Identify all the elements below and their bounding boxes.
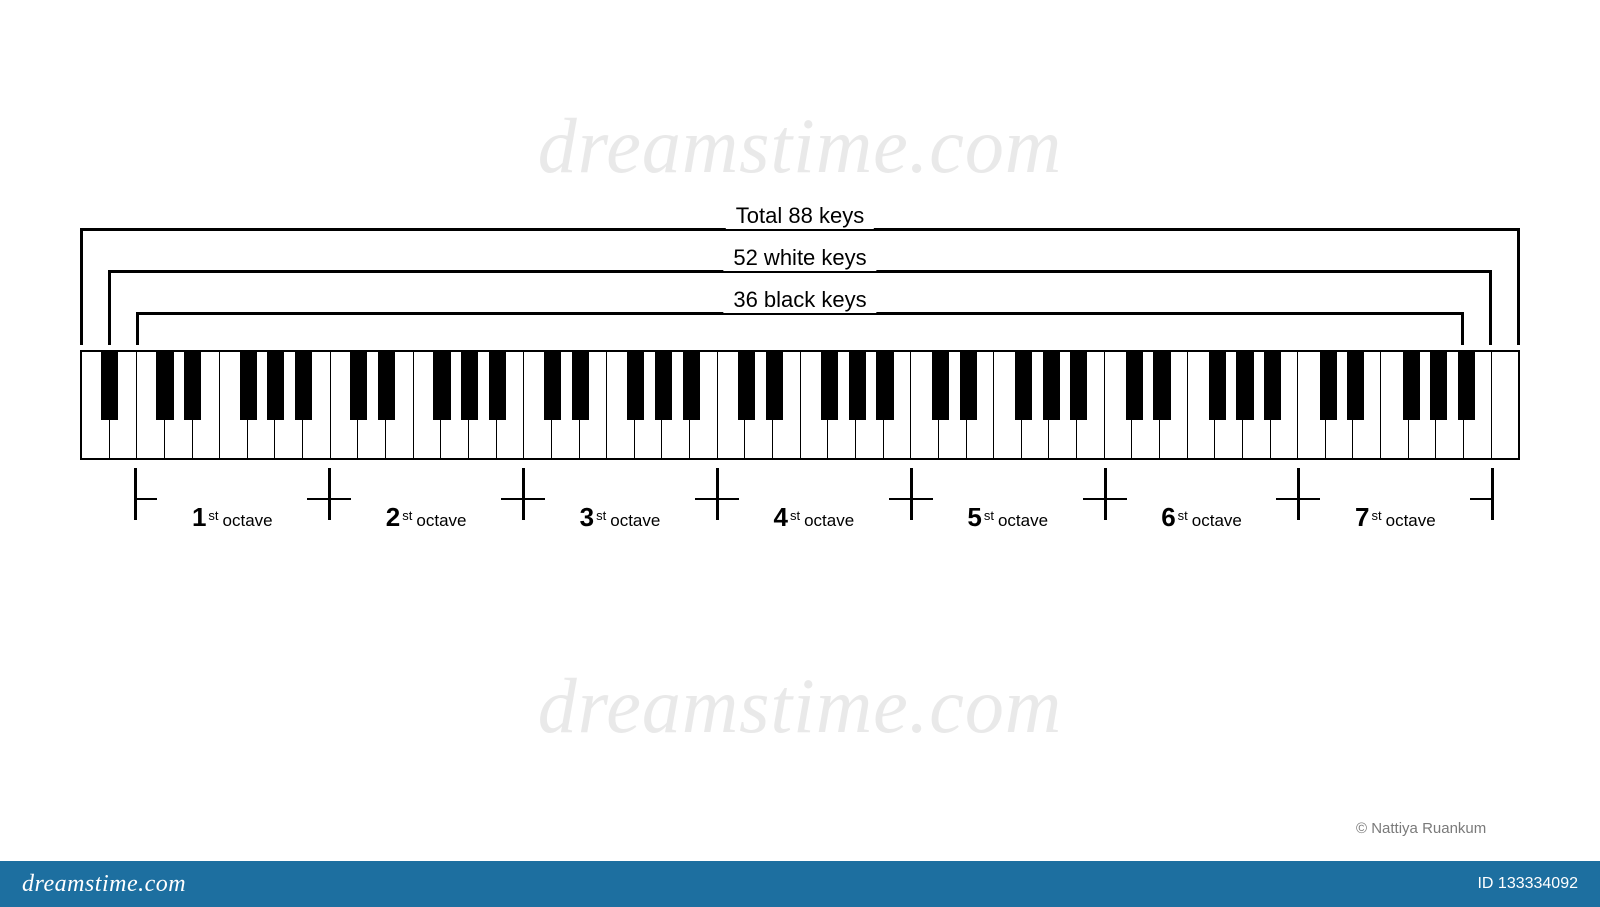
octave-tick <box>716 468 719 520</box>
bracket-label: 36 black keys <box>723 287 876 313</box>
octave-baseline <box>135 498 157 500</box>
octave-baseline <box>1276 498 1298 500</box>
black-key <box>1320 352 1337 420</box>
black-key <box>876 352 893 420</box>
black-key <box>821 352 838 420</box>
bracket-leg <box>1489 270 1492 345</box>
octave-tick <box>1104 468 1107 520</box>
octave-label: 2stoctave <box>386 502 467 533</box>
octave-baseline <box>717 498 739 500</box>
black-key <box>350 352 367 420</box>
octave-baseline <box>911 498 933 500</box>
octave-tick <box>134 468 137 520</box>
bracket-leg <box>1461 312 1464 345</box>
black-key <box>1209 352 1226 420</box>
black-key <box>932 352 949 420</box>
black-key <box>101 352 118 420</box>
octave-label: 6stoctave <box>1161 502 1242 533</box>
octave-baseline <box>1083 498 1105 500</box>
black-key <box>1264 352 1281 420</box>
octave-tick <box>522 468 525 520</box>
octave-baseline <box>307 498 329 500</box>
octave-tick <box>1491 468 1494 520</box>
octave-tick <box>328 468 331 520</box>
attribution-text: © Nattiya Ruankum <box>1356 820 1486 837</box>
black-key <box>433 352 450 420</box>
black-key <box>1153 352 1170 420</box>
watermark-text: dreamstime.com <box>0 661 1600 751</box>
black-key <box>1236 352 1253 420</box>
watermark-text: dreamstime.com <box>0 101 1600 191</box>
octave-label: 3stoctave <box>580 502 661 533</box>
black-key <box>489 352 506 420</box>
bracket-leg <box>80 228 83 345</box>
bracket-label: Total 88 keys <box>726 203 874 229</box>
black-key <box>849 352 866 420</box>
black-key <box>1015 352 1032 420</box>
black-key <box>572 352 589 420</box>
black-key <box>295 352 312 420</box>
piano-keyboard <box>80 350 1520 460</box>
bracket-leg <box>108 270 111 345</box>
black-key <box>1430 352 1447 420</box>
octave-baseline <box>1470 498 1492 500</box>
octave-baseline <box>1105 498 1127 500</box>
white-key <box>1492 352 1519 458</box>
octave-label: 7stoctave <box>1355 502 1436 533</box>
black-key <box>738 352 755 420</box>
bracket-label: 52 white keys <box>723 245 876 271</box>
black-key <box>1458 352 1475 420</box>
octave-tick <box>1297 468 1300 520</box>
black-key <box>627 352 644 420</box>
stage: { "canvas": { "width": 1600, "height": 9… <box>0 0 1600 907</box>
black-key <box>267 352 284 420</box>
octave-label: 4stoctave <box>774 502 855 533</box>
black-key <box>683 352 700 420</box>
black-key <box>461 352 478 420</box>
footer-brand: dreamstime.com <box>22 871 186 898</box>
black-key <box>378 352 395 420</box>
octave-baseline <box>501 498 523 500</box>
black-key <box>1347 352 1364 420</box>
octave-baseline <box>329 498 351 500</box>
octave-tick <box>910 468 913 520</box>
octave-baseline <box>1298 498 1320 500</box>
black-key <box>766 352 783 420</box>
black-key <box>184 352 201 420</box>
black-key <box>1403 352 1420 420</box>
black-key <box>156 352 173 420</box>
black-key <box>960 352 977 420</box>
footer-bar: dreamstime.com ID 133334092 <box>0 861 1600 907</box>
octave-label: 1stoctave <box>192 502 273 533</box>
octave-baseline <box>889 498 911 500</box>
black-key <box>1070 352 1087 420</box>
black-key <box>544 352 561 420</box>
octave-baseline <box>523 498 545 500</box>
black-key <box>655 352 672 420</box>
octave-baseline <box>695 498 717 500</box>
footer-id: ID 133334092 <box>1477 875 1578 893</box>
octave-label: 5stoctave <box>967 502 1048 533</box>
black-key <box>1043 352 1060 420</box>
bracket-leg <box>136 312 139 345</box>
black-key <box>240 352 257 420</box>
black-key <box>1126 352 1143 420</box>
bracket-leg <box>1517 228 1520 345</box>
